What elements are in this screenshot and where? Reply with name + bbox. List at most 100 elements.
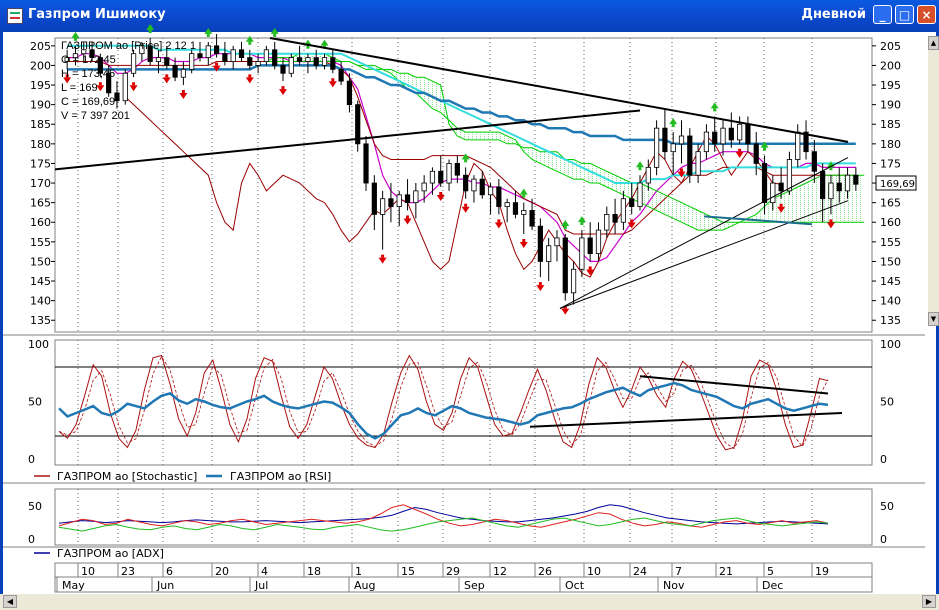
buy-signal-arrow	[635, 161, 644, 168]
buy-signal-arrow	[519, 188, 528, 195]
day-tick-label: 26	[538, 565, 552, 578]
sell-signal-stem	[680, 168, 684, 172]
candle-body	[653, 127, 660, 168]
day-tick-label: 12	[493, 565, 507, 578]
sell-signal-arrow	[63, 77, 72, 84]
candle-body	[587, 237, 593, 254]
scroll-up-button[interactable]: ▲	[928, 36, 939, 50]
scroll-left-button[interactable]: ◀	[3, 595, 17, 608]
ma_cyan-line	[67, 44, 856, 184]
support-trendline-long	[54, 109, 641, 171]
candle-body	[172, 65, 178, 78]
buy-signal-stem	[671, 124, 675, 128]
adx-tick-left: 50	[28, 500, 42, 513]
candle-body	[404, 194, 411, 204]
osc-tick-right: 100	[880, 338, 901, 351]
price-tick-left: 180	[30, 138, 51, 151]
day-tick-label: 10	[587, 565, 601, 578]
minimize-button[interactable]: _	[873, 5, 892, 24]
candle-body	[504, 202, 510, 207]
candle-body	[305, 57, 311, 62]
buy-signal-arrow	[204, 27, 213, 34]
osc-tick-right: 50	[880, 396, 894, 409]
month-tick-label: May	[62, 579, 85, 592]
price-tick-left: 205	[30, 40, 51, 53]
candle-body	[288, 57, 294, 74]
sell-signal-stem	[65, 74, 69, 78]
candle-body	[645, 166, 651, 184]
candle-body	[836, 182, 842, 192]
candle-body	[844, 174, 851, 192]
candle-body	[238, 49, 245, 58]
buy-signal-stem	[148, 30, 152, 33]
price-tick-right: 205	[880, 40, 901, 53]
candle-body	[338, 68, 344, 82]
candle-body	[388, 198, 394, 207]
app-chart-icon[interactable]	[7, 8, 23, 24]
sell-signal-stem	[829, 219, 833, 223]
candle-body	[454, 163, 460, 176]
price-tick-left: 135	[30, 314, 51, 327]
day-tick-label: 23	[121, 565, 135, 578]
scroll-right-button[interactable]: ▶	[922, 595, 936, 608]
price-tick-left: 190	[30, 99, 51, 112]
candle-body	[130, 53, 137, 74]
buy-signal-stem	[713, 108, 717, 112]
time-scrollbar[interactable]: ◀ ▶	[0, 594, 939, 610]
candle-body	[164, 57, 170, 66]
sell-signal-arrow	[279, 89, 288, 96]
candle-body	[546, 245, 552, 262]
price-panel-scrollbar[interactable]: ▲ ▼	[928, 36, 939, 326]
day-tick-label: 29	[446, 565, 460, 578]
minus-di-line	[58, 517, 829, 532]
candle-body	[712, 131, 718, 145]
price-tick-right: 155	[880, 236, 901, 249]
sell-signal-stem	[588, 266, 592, 270]
candle-body	[72, 53, 79, 59]
uptrend-channel-bottom	[559, 200, 849, 309]
price-tick-right: 135	[880, 314, 901, 327]
candle-body	[637, 182, 643, 207]
candle-body	[313, 57, 319, 66]
candle-body	[778, 182, 784, 192]
buy-signal-stem	[563, 226, 567, 229]
candle-body	[114, 92, 120, 102]
day-tick-label: 20	[215, 565, 229, 578]
price-tick-left: 155	[30, 236, 51, 249]
sell-signal-stem	[406, 215, 410, 219]
sell-signal-stem	[538, 282, 542, 286]
candle-body	[321, 57, 328, 66]
candle-body	[761, 163, 768, 204]
uptrend-channel-top	[559, 157, 849, 309]
day-tick-label: 19	[815, 565, 829, 578]
candle-body	[180, 68, 186, 78]
chikou-line	[124, 96, 782, 278]
candle-body	[678, 135, 685, 145]
sell-signal-stem	[630, 219, 634, 223]
last-price-label: 169,69	[880, 179, 915, 190]
close-button[interactable]: ×	[917, 5, 936, 24]
buy-signal-stem	[522, 194, 526, 198]
sell-signal-stem	[165, 74, 169, 78]
sell-signal-arrow	[129, 85, 138, 92]
price-tick-left: 200	[30, 59, 51, 72]
sell-signal-arrow	[677, 171, 686, 178]
candle-body	[81, 49, 87, 55]
sell-signal-arrow	[403, 218, 412, 225]
osc-tick-left: 0	[28, 453, 35, 466]
osc-tick-left: 100	[28, 338, 49, 351]
candle-body	[737, 123, 743, 141]
osc-tick-right: 0	[880, 453, 887, 466]
candle-body	[147, 45, 153, 62]
panel-frame-2	[54, 488, 873, 546]
price-tick-right: 190	[880, 99, 901, 112]
scroll-down-button[interactable]: ▼	[928, 312, 939, 326]
candle-body	[479, 178, 485, 196]
maximize-button[interactable]: □	[895, 5, 914, 24]
candle-body	[139, 45, 145, 55]
price-tick-right: 160	[880, 216, 901, 229]
candle-body	[155, 57, 162, 62]
candle-body	[247, 57, 253, 66]
price-tick-left: 160	[30, 216, 51, 229]
